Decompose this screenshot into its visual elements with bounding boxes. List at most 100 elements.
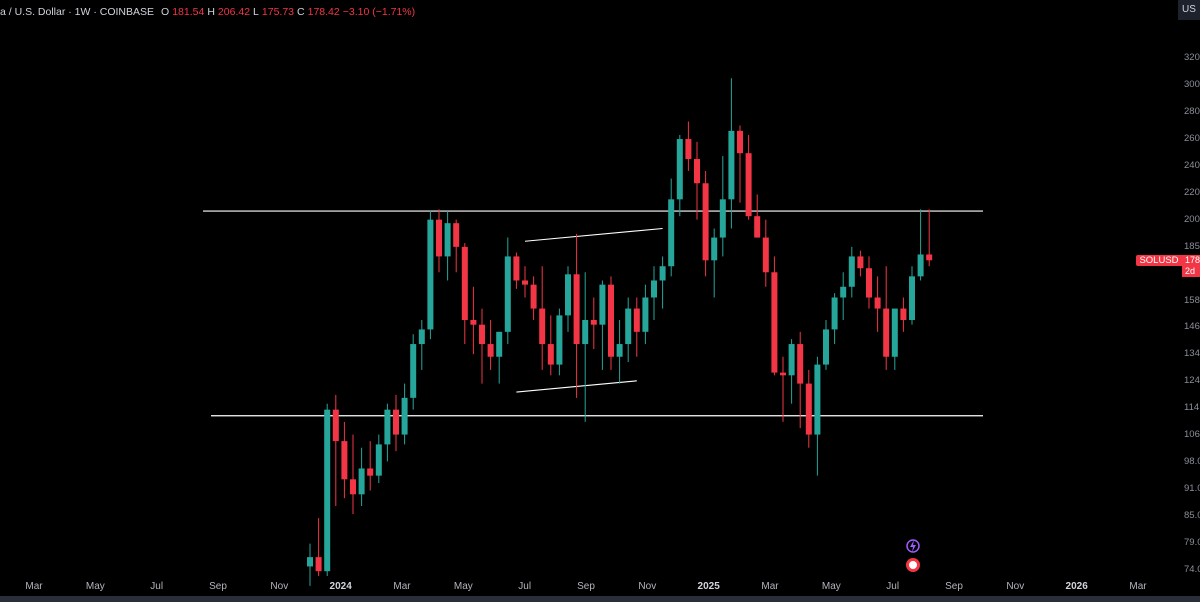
open-value: 181.54 <box>172 6 205 18</box>
candle-body <box>307 557 313 567</box>
candle-body <box>436 219 442 257</box>
price-scale-label: 200 <box>1184 213 1200 225</box>
candle-body <box>788 344 795 376</box>
price-tag-box: 178 2d <box>1182 255 1200 277</box>
candle-body <box>651 280 657 298</box>
high-value: 206.42 <box>217 6 251 18</box>
candle-body <box>719 199 726 238</box>
price-scale-label: 74.0 <box>1184 564 1200 575</box>
time-axis-label: Mar <box>393 581 411 592</box>
candle-body <box>547 344 554 365</box>
candle-body <box>444 223 451 257</box>
channel-line <box>524 227 663 242</box>
candle-body <box>350 479 356 495</box>
time-axis-label: May <box>821 581 841 592</box>
candle-body <box>513 256 520 281</box>
price-scale-label: 98.0 <box>1184 456 1200 468</box>
symbol-header: a / U.S. Dollar · 1W · COINBASE O 181.54 … <box>0 4 415 20</box>
price-scale-label: 124 <box>1184 375 1200 387</box>
currency-button[interactable]: US <box>1178 0 1200 20</box>
time-axis-label: Jul <box>150 581 164 592</box>
candle-body <box>470 320 477 325</box>
candle-body <box>479 324 485 345</box>
time-axis-label: Mar <box>1129 581 1147 592</box>
candle-body <box>900 308 907 321</box>
candle-body <box>694 158 700 184</box>
candle-body <box>668 199 675 267</box>
time-axis-label: Nov <box>638 581 657 592</box>
candle-body <box>926 254 933 261</box>
time-axis-label: 2025 <box>697 581 720 592</box>
candle-body <box>840 286 847 298</box>
candle-body <box>874 297 881 309</box>
candle-body <box>702 183 709 261</box>
candle-body <box>771 272 778 373</box>
candle-body <box>805 383 812 435</box>
time-axis-label: Jul <box>886 581 900 592</box>
candle-body <box>814 364 821 435</box>
lightning-icon-glyph <box>910 540 916 552</box>
candle-body <box>616 344 623 357</box>
candle-body <box>642 297 649 332</box>
time-axis-label: May <box>85 581 105 592</box>
candle-body <box>461 246 468 321</box>
candle-body <box>375 444 382 476</box>
candle-body <box>565 274 571 316</box>
candle-body <box>530 284 537 309</box>
candle-body <box>917 254 924 277</box>
time-axis-label: May <box>453 581 473 592</box>
candle-body <box>909 276 915 321</box>
price-scale-label: 158 <box>1184 294 1200 306</box>
candle-body <box>590 320 597 325</box>
candle-body <box>728 130 735 200</box>
price-scale-label: 240 <box>1184 159 1200 171</box>
candle-body <box>315 557 322 572</box>
low-value: 175.73 <box>261 6 295 18</box>
high-label: H <box>207 6 215 18</box>
lightning-icon <box>906 539 920 553</box>
candle-body <box>831 297 838 330</box>
time-axis-label: Nov <box>1006 581 1025 592</box>
candle-body <box>848 256 855 287</box>
symbol-title: a / U.S. Dollar · 1W · COINBASE <box>0 6 155 18</box>
price-scale-label: 320 <box>1184 52 1200 63</box>
candle-body <box>711 237 718 261</box>
candle-body <box>745 153 752 217</box>
time-axis-label: Mar <box>761 581 779 592</box>
candle-body <box>866 268 872 298</box>
price-scale-label: 79.0 <box>1184 537 1200 549</box>
candle-body <box>608 284 614 357</box>
candle-body <box>556 315 563 365</box>
price-scale-label: 260 <box>1184 132 1200 144</box>
time-axis-label: 2024 <box>329 581 352 592</box>
change-value: −3.10 (−1.71%) <box>342 6 416 18</box>
candle-body <box>453 223 460 247</box>
candle-body <box>341 441 348 480</box>
candle-body <box>780 372 786 376</box>
candle-body <box>410 344 417 398</box>
candle-body <box>332 409 339 442</box>
price-tag: SOLUSD <box>1136 255 1200 277</box>
candle-body <box>633 308 640 332</box>
candle-body <box>625 308 632 345</box>
candle-body <box>487 344 494 357</box>
candle-body <box>754 216 761 238</box>
time-axis-label: Mar <box>25 581 43 592</box>
candle-body <box>762 237 769 273</box>
candle-body <box>539 308 546 345</box>
candle-body <box>418 329 425 345</box>
price-scale-label: 134 <box>1184 348 1200 360</box>
price-tag-symbol: SOLUSD <box>1136 255 1182 266</box>
time-axis-label: Sep <box>209 581 227 592</box>
price-tag-countdown: 2d <box>1185 266 1196 276</box>
candle-body <box>522 280 528 285</box>
time-axis-label: Sep <box>945 581 963 592</box>
close-value: 178.42 <box>307 6 340 18</box>
time-axis-label: Nov <box>270 581 289 592</box>
candle-body <box>324 409 331 572</box>
candle-body <box>384 409 391 445</box>
open-label: O <box>161 6 170 18</box>
candle-body <box>496 331 503 357</box>
time-axis-label: 2026 <box>1065 581 1088 592</box>
